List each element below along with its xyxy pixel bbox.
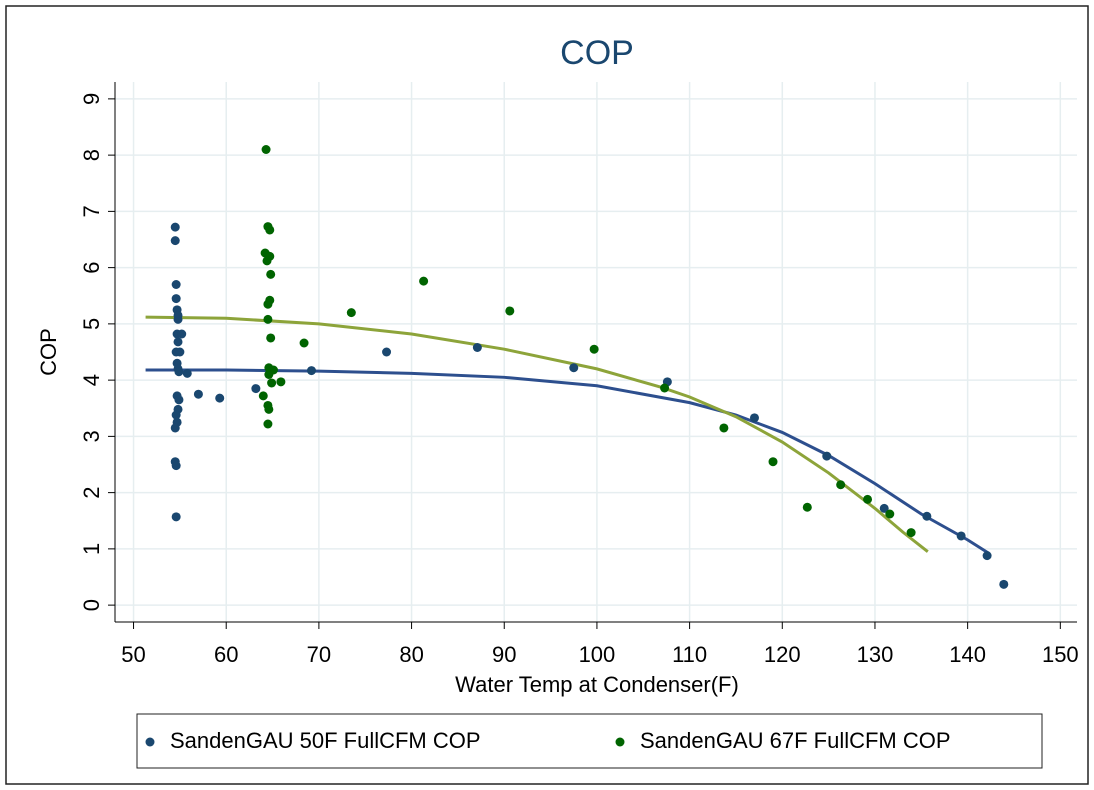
point <box>836 480 846 490</box>
point <box>719 423 729 433</box>
point <box>251 384 261 394</box>
point <box>822 451 832 461</box>
point <box>174 395 184 405</box>
point <box>177 329 187 339</box>
x-tick-label: 140 <box>949 642 986 667</box>
point <box>264 404 274 414</box>
point <box>299 338 309 348</box>
point <box>174 367 184 377</box>
y-tick-label: 3 <box>79 430 104 442</box>
y-tick-label: 4 <box>79 374 104 386</box>
point <box>171 512 181 522</box>
point <box>982 551 992 561</box>
legend-label: SandenGAU 67F FullCFM COP <box>640 728 951 753</box>
point <box>193 389 203 399</box>
point <box>906 528 916 538</box>
y-tick-label: 2 <box>79 487 104 499</box>
point <box>589 344 599 354</box>
x-tick-label: 90 <box>492 642 516 667</box>
y-tick-label: 9 <box>79 93 104 105</box>
fit-line <box>145 368 990 555</box>
y-tick-label: 7 <box>79 205 104 217</box>
point <box>266 269 276 279</box>
point <box>276 377 286 387</box>
point <box>263 299 273 309</box>
x-tick-label: 130 <box>857 642 894 667</box>
point <box>173 314 183 324</box>
point <box>749 413 759 423</box>
x-tick-label: 150 <box>1042 642 1079 667</box>
x-tick-label: 100 <box>579 642 616 667</box>
point <box>306 366 316 376</box>
x-tick-label: 60 <box>214 642 238 667</box>
point <box>173 337 183 347</box>
point <box>264 370 274 379</box>
x-tick-label: 120 <box>764 642 801 667</box>
x-axis-label: Water Temp at Condenser(F) <box>455 672 739 697</box>
point <box>660 383 670 393</box>
x-tick-label: 110 <box>672 642 707 667</box>
point <box>171 280 181 289</box>
point <box>262 256 272 266</box>
point <box>569 363 579 373</box>
point <box>768 457 778 467</box>
point <box>419 276 429 286</box>
y-tick-label: 6 <box>79 262 104 274</box>
legend-marker <box>145 737 155 747</box>
point <box>472 343 482 352</box>
point <box>263 419 273 429</box>
point <box>802 502 812 512</box>
legend-marker <box>615 737 625 747</box>
x-tick-label: 50 <box>121 642 145 667</box>
point <box>346 308 356 318</box>
point <box>863 494 873 504</box>
point <box>885 509 895 519</box>
point <box>382 347 392 357</box>
point <box>258 391 268 401</box>
point <box>171 294 181 304</box>
point <box>263 314 273 324</box>
point <box>215 393 225 403</box>
point <box>182 368 192 378</box>
point <box>175 347 185 357</box>
point <box>171 461 181 471</box>
y-axis-label: COP <box>36 328 61 376</box>
y-tick-label: 8 <box>79 149 104 161</box>
y-tick-label: 1 <box>79 543 104 555</box>
point <box>170 423 180 433</box>
point <box>265 225 275 235</box>
point <box>261 145 271 154</box>
point <box>879 503 889 513</box>
point <box>956 531 966 541</box>
legend-label: SandenGAU 50F FullCFM COP <box>170 728 481 753</box>
point <box>170 236 180 246</box>
point <box>266 333 276 343</box>
point <box>171 410 181 420</box>
x-tick-label: 70 <box>307 642 331 667</box>
x-tick-label: 80 <box>399 642 423 667</box>
point <box>170 222 180 232</box>
point <box>267 378 277 388</box>
point <box>922 511 932 521</box>
y-tick-label: 5 <box>79 318 104 330</box>
chart-title: COP <box>560 34 634 72</box>
point <box>505 306 515 316</box>
legend-box <box>136 713 1043 769</box>
y-tick-label: 0 <box>79 599 104 611</box>
point <box>999 579 1009 589</box>
